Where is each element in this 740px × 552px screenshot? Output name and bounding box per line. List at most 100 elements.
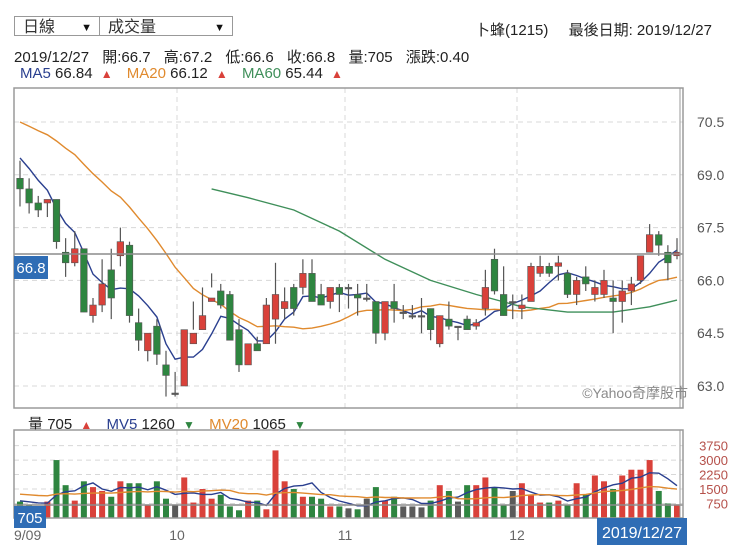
volume-bar [181,477,188,518]
volume-axis-label: 3750 [699,439,728,454]
volume-bar [601,481,607,518]
volume-bar [290,489,297,518]
candle-body [244,343,252,366]
period-select[interactable]: 日線 ▼ [14,16,100,36]
ma60-value: 65.44 [285,65,323,82]
trend-up-icon: ▲ [215,67,228,81]
stock-header: 卜蜂(1215) 最後日期: 2019/12/27 [459,19,712,40]
trend-up-icon: ▲ [80,418,93,432]
volume-bar [208,498,215,518]
indicator-select-value: 成交量 [108,19,157,36]
candle-body [326,287,334,302]
candle-body [43,199,51,204]
price-axis-label: 66.0 [697,272,724,288]
candle-body [518,304,526,309]
ma5-legend: MA5 66.84 ▲ [20,65,117,82]
volume-bar [619,475,626,518]
candle-body [198,315,207,330]
candle-body [609,297,617,302]
candle-body [509,301,517,304]
moving-average-lines [19,121,678,360]
candle-body [372,301,380,334]
candle-body [445,318,453,327]
candle-body [290,287,298,309]
ma60-line [211,188,678,313]
ma20-legend: MA20 66.12 ▲ [127,65,232,82]
mv20-line [19,485,678,500]
volume-bar [62,485,69,518]
candle-body [454,325,462,328]
price-axis-label: 64.5 [697,325,724,341]
volume-bar [281,481,288,518]
candle-body [481,287,489,309]
volume-bar [500,504,507,518]
mv5-label: MV5 [106,416,138,433]
candle-body [500,294,508,316]
ohlc-change: 漲跌:0.40 [405,49,470,66]
candle-body [563,273,572,295]
watermark: ©Yahoo奇摩股市 [582,385,688,401]
mv5-value: 1260 [141,416,175,433]
volume-bar [363,498,370,518]
candle-body [527,266,535,302]
volume-bar [144,504,151,518]
dropdown-arrow-icon: ▼ [81,22,92,34]
candle-body [180,329,188,387]
ma60-legend: MA60 65.44 ▲ [242,65,343,82]
volume-bar [80,481,87,518]
candle-body [472,322,480,327]
volume-bar [226,506,233,518]
mv5-legend-item: MV5 1260 ▼ [106,416,199,433]
volume-legend: 量 705 ▲ MV5 1260 ▼ MV20 1065 ▼ [28,413,316,434]
candle-body [34,202,42,211]
price-axis-label: 70.5 [697,114,724,130]
price-grid [14,88,683,408]
candle-body [646,234,654,253]
candle-body [554,262,562,267]
volume-bar [327,506,334,518]
volume-bar [674,504,680,518]
volume-axis-label: 2250 [699,468,728,483]
current-volume-tag-text: 705 [17,510,42,527]
volume-bar [610,489,617,518]
volume-bar [591,475,598,518]
volume-bar [637,469,644,518]
candle-body [217,290,225,306]
volume-bar [245,500,252,518]
candlesticks [16,160,681,397]
candle-body [317,294,325,306]
ma60-label: MA60 [241,65,282,82]
candle-body [591,287,599,295]
indicator-select[interactable]: 成交量 ▼ [99,16,233,36]
volume-bar [573,483,580,518]
volume-bar [90,487,96,518]
volume-bar [172,504,179,518]
volume-bar [163,498,169,518]
volume-bar [108,496,115,518]
candle-body [189,332,197,345]
trend-up-icon: ▲ [100,67,113,81]
ma-legend: MA5 66.84 ▲ MA20 66.12 ▲ MA60 65.44 ▲ [20,65,353,82]
volume-bar [263,509,270,518]
volume-axis-label: 750 [706,497,728,512]
price-chart-panel[interactable]: 66.8 ©Yahoo奇摩股市 70.5 69.0 67.5 66.0 64.5 63.0 [13,87,724,409]
current-price-tag-text: 66.8 [16,260,45,277]
volume-bar [190,502,197,518]
volume-bar [71,500,78,518]
candle-body [436,315,444,345]
candle-body [463,318,471,330]
candle-body [98,283,106,306]
ma5-value: 66.84 [55,65,93,82]
current-date-tag-text: 2019/12/27 [602,525,682,542]
mv5-line [19,472,678,507]
volume-bar [491,487,498,518]
candle-body [171,392,179,395]
last-date: 最後日期: 2019/12/27 [568,22,712,39]
candle-body [262,304,270,345]
candle-body [427,308,435,330]
candle-body [600,280,608,295]
candle-body [536,266,544,274]
price-axis-label: 69.0 [697,167,724,183]
